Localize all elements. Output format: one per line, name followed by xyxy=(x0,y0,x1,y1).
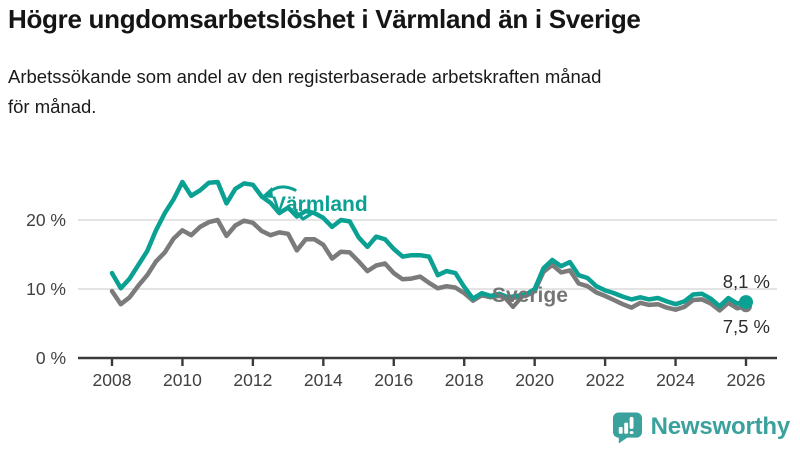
x-tick-label: 2026 xyxy=(727,370,766,390)
varmland-series-label: Värmland xyxy=(272,193,368,216)
x-tick-label: 2016 xyxy=(374,370,413,390)
x-tick-label: 2008 xyxy=(93,370,132,390)
chart-subtitle: Arbetssökande som andel av den registerb… xyxy=(8,62,792,122)
sverige-end-value: 7,5 % xyxy=(723,316,770,337)
chart-title: Högre ungdomsarbetslöshet i Värmland än … xyxy=(8,4,641,34)
sverige-caret-icon xyxy=(503,296,523,309)
y-tick-label: 10 % xyxy=(26,279,66,299)
x-tick-label: 2018 xyxy=(445,370,484,390)
plot-area: 0 % 10 % 20 % 2008 2010 2012 2014 2016 2018 2020 2… xyxy=(26,179,777,390)
varmland-arrowhead-icon xyxy=(261,187,273,198)
y-tick-label: 20 % xyxy=(26,210,66,230)
x-tick-label: 2022 xyxy=(586,370,625,390)
x-tick-label: 2012 xyxy=(233,370,272,390)
varmland-line xyxy=(109,179,749,309)
varmland-end-value: 8,1 % xyxy=(723,271,770,292)
sverige-series-label: Sverige xyxy=(492,284,568,307)
x-tick-label: 2014 xyxy=(304,370,343,390)
x-tick-label: 2024 xyxy=(656,370,695,390)
chart-subtitle-line1: Arbetssökande som andel av den registerb… xyxy=(8,66,602,87)
varmland-caret-icon xyxy=(294,210,313,221)
newsworthy-logo: Newsworthy xyxy=(612,410,790,444)
newsworthy-wordmark: Newsworthy xyxy=(650,413,791,440)
y-tick-label: 0 % xyxy=(36,348,66,368)
plot-annotations: Värmland Sverige 8,1 % 7,5 % xyxy=(261,185,770,337)
chart-subtitle-line2: för månad. xyxy=(8,96,97,117)
x-tick-label: 2020 xyxy=(515,370,554,390)
sverige-line xyxy=(109,217,749,313)
varmland-end-dot xyxy=(738,295,753,310)
x-tick-label: 2010 xyxy=(163,370,202,390)
newsworthy-speech-bubble-chart-icon xyxy=(612,412,642,444)
varmland-arrow-icon xyxy=(267,185,297,194)
